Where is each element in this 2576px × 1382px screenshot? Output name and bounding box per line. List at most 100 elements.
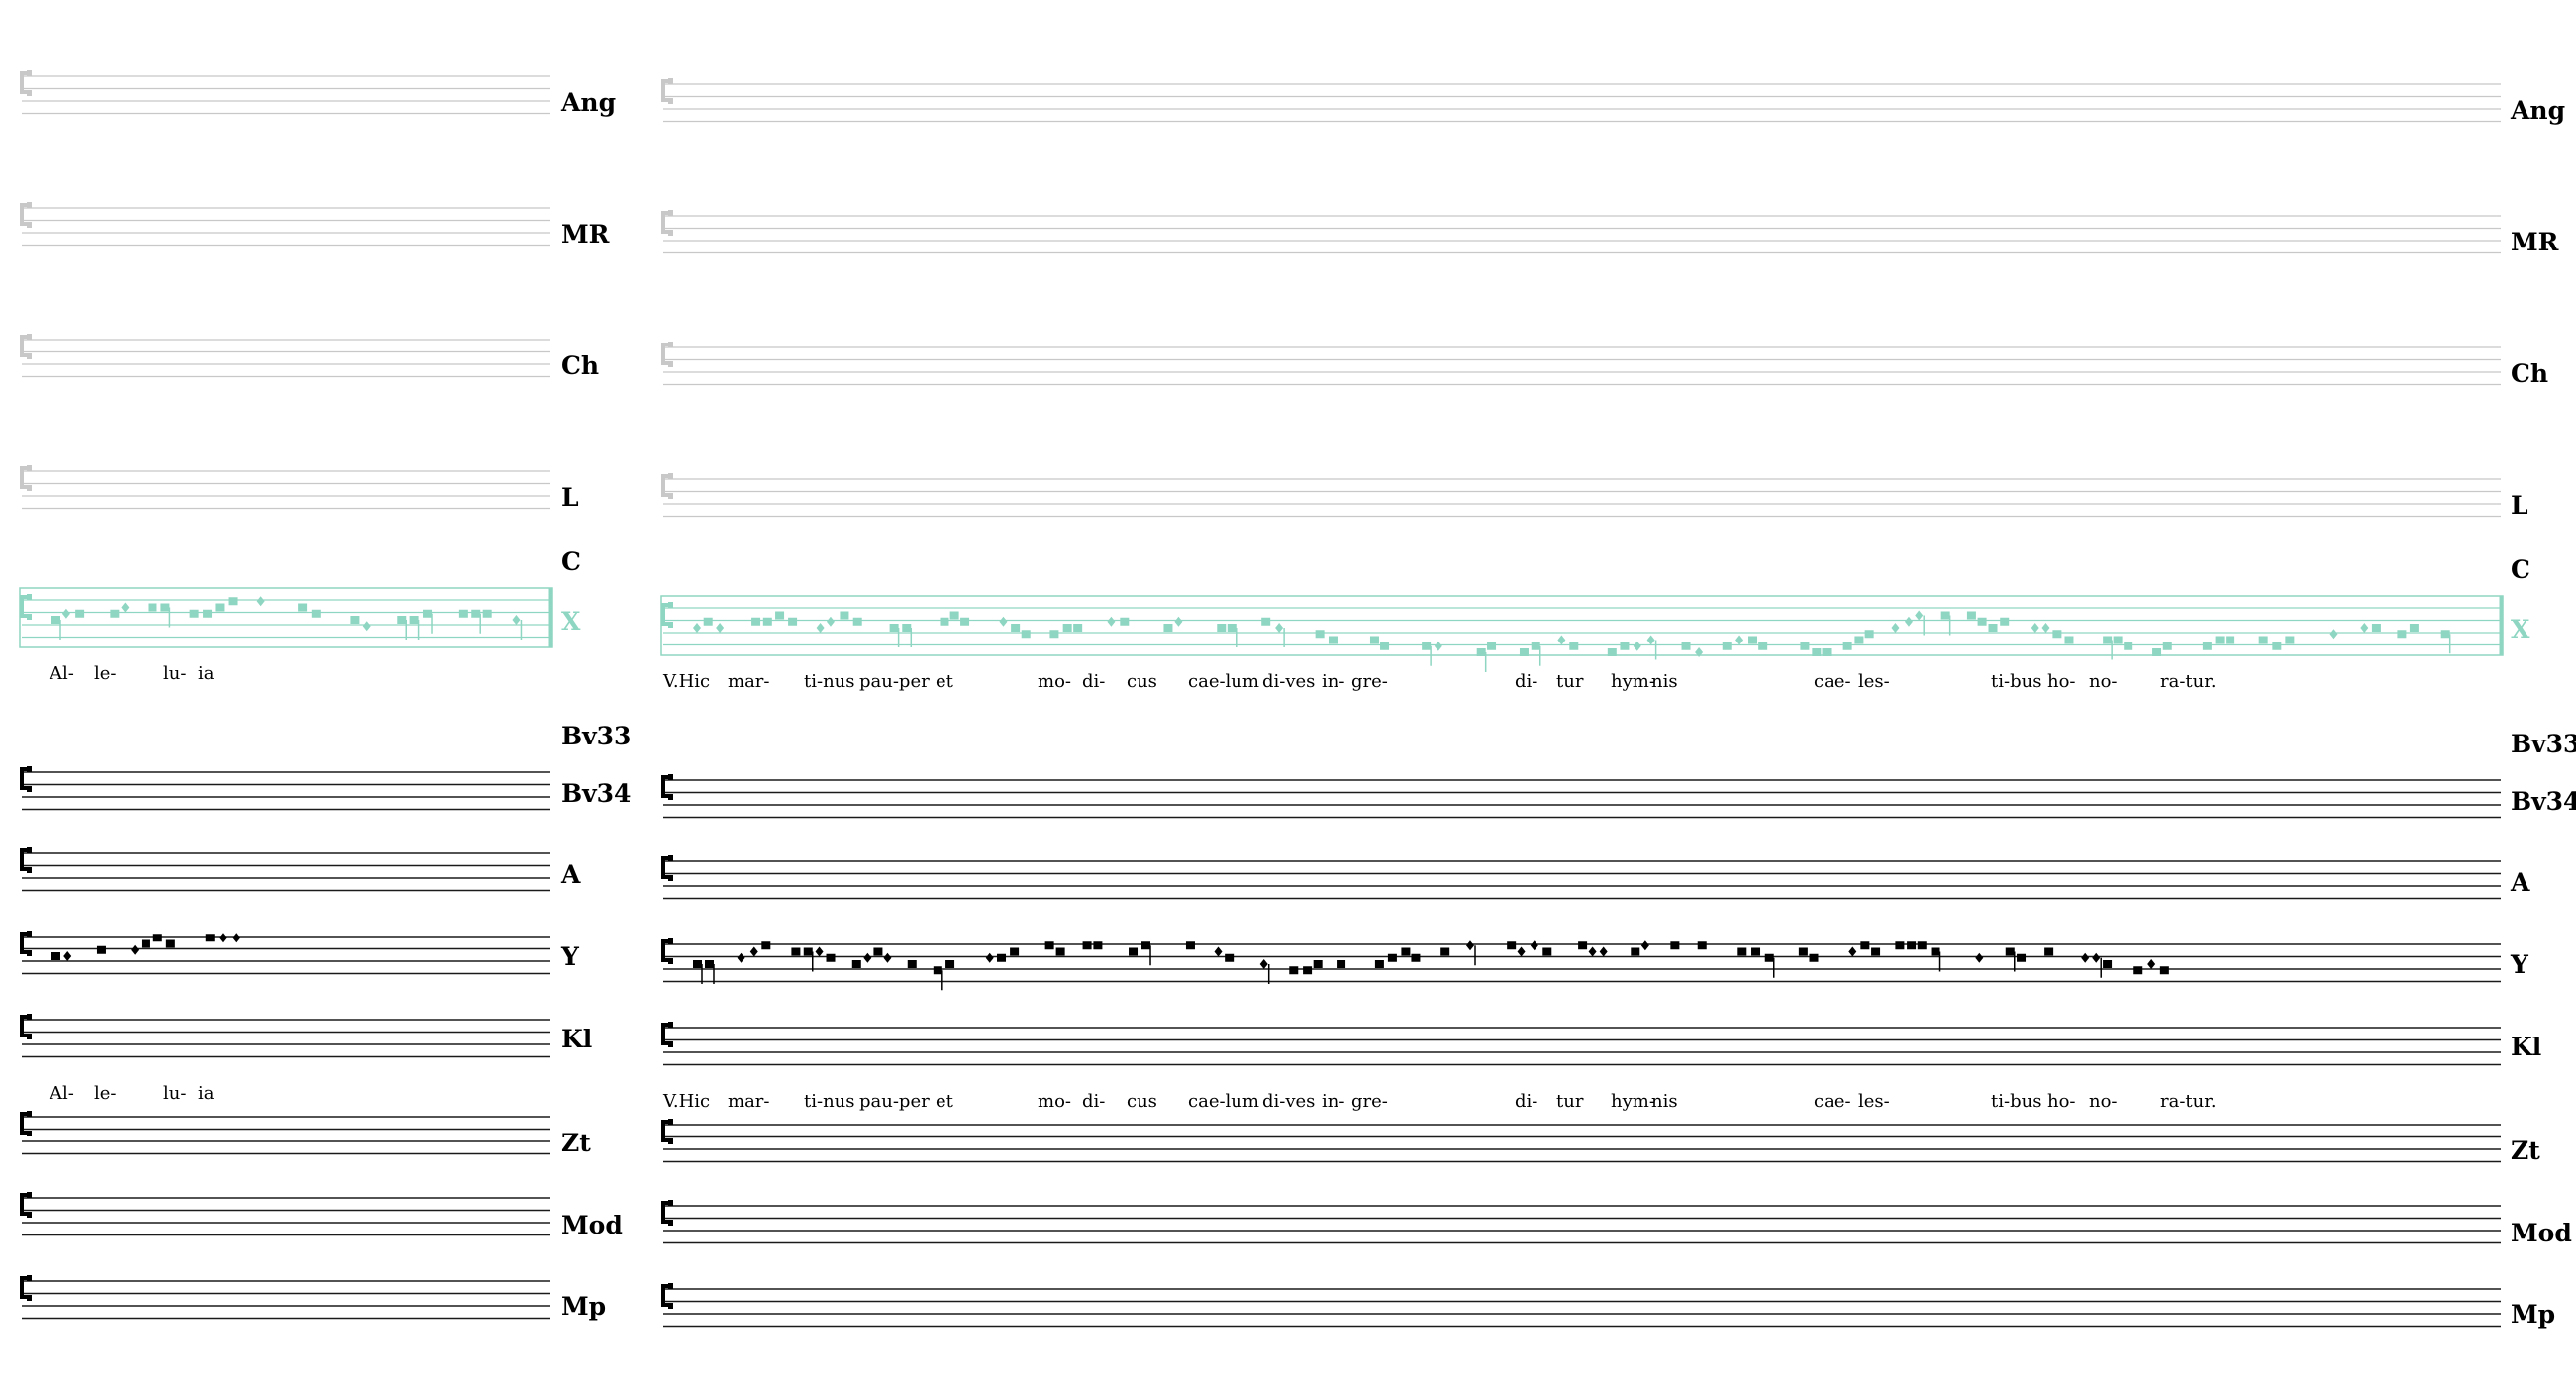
syllable-ref: di-ves [1262,671,1315,692]
syllable: mo- [1038,1091,1071,1112]
staff-black-0 [661,774,2501,819]
syllable-ref: di- [1082,671,1105,692]
syllable: et [936,1091,954,1112]
syllable: le- [94,1083,117,1104]
staff-Ang [20,70,550,115]
staff-black-3 [20,1014,550,1058]
staff-black-3 [661,1022,2501,1066]
staff-MR [661,210,2501,254]
syllable-ref: in- [1322,671,1344,692]
siglum-C: C [561,547,581,576]
siglum-Mod: Mod [2511,1219,2572,1247]
syllable-ref: ti-nus [804,671,855,692]
panel-alleluia [19,70,553,1320]
syllable: V.Hic [662,1091,710,1112]
siglum-Bv34: Bv34 [561,779,631,808]
staff-black-5 [661,1200,2501,1244]
staff-Ch [661,342,2501,386]
staff-L [661,473,2501,518]
syllable-ref: les- [1858,671,1890,692]
siglum-A: A [2510,868,2530,897]
syllable: hym- [1611,1091,1655,1112]
staff-black-2 [20,931,550,975]
syllable: mar- [728,1091,770,1112]
syllable-ref: tur [1556,671,1584,692]
siglum-L: L [2511,491,2528,520]
syllable-ref: mar- [728,671,770,692]
siglum-L: L [561,483,579,512]
staff-black-1 [20,847,550,892]
neumes-Y [51,933,241,961]
siglum-Ch: Ch [561,351,599,380]
syllable: in- [1322,1091,1344,1112]
syllable: ti-nus [804,1091,855,1112]
syllable: ia [198,1083,215,1104]
siglum-Ang: Ang [2510,96,2565,125]
staff-black-0 [20,766,550,811]
reference-staff-X [660,595,2504,672]
siglum-Zt: Zt [2511,1136,2540,1165]
siglum-MR: MR [2511,228,2559,256]
staff-black-6 [661,1283,2501,1328]
syllable: di-ves [1262,1091,1315,1112]
syllable-ref: lu- [163,663,186,684]
syllable-ref: cus [1127,671,1157,692]
siglum-Ang: Ang [560,88,616,117]
syllable-ref: no- [2089,671,2118,692]
syllable: cae-lum [1188,1091,1259,1112]
syllable: Al- [49,1083,74,1104]
syllable-ref: Al- [49,663,74,684]
syllable-ref: ho- [2047,671,2076,692]
siglum-C: C [2511,555,2530,584]
staff-Ch [20,334,550,378]
syllable: di- [1515,1091,1537,1112]
syllable: ho- [2047,1091,2076,1112]
staff-MR [20,202,550,247]
syllable-ref: di- [1515,671,1537,692]
syllable-ref: cae- [1814,671,1851,692]
siglum-X: X [2511,615,2530,643]
siglum-A: A [560,860,581,889]
syllable: cus [1127,1091,1157,1112]
siglum-Kl: Kl [2511,1033,2541,1061]
syllable-ref: nis [1651,671,1678,692]
staff-L [20,465,550,510]
staff-black-4 [20,1111,550,1155]
syllable-ref: V.Hic [662,671,710,692]
siglum-Bv34: Bv34 [2511,787,2576,816]
panel-verse [660,78,2504,1328]
siglum-Kl: Kl [561,1025,592,1053]
syllable-ref: le- [94,663,117,684]
siglum-Y: Y [560,942,580,971]
syllable: ra-tur. [2160,1091,2217,1112]
syllable: no- [2089,1091,2118,1112]
syllable-ref: ra-tur. [2160,671,2217,692]
syllable: pau-per [859,1091,930,1112]
staff-black-2 [661,938,2501,983]
syllable: cae- [1814,1091,1851,1112]
siglum-Zt: Zt [561,1129,591,1157]
syllable-ref: mo- [1038,671,1071,692]
siglum-Y: Y [2510,950,2529,979]
neumes-Y [693,940,2169,991]
siglum-MR: MR [561,220,610,248]
syllable: ti-bus [1991,1091,2041,1112]
staff-black-1 [661,855,2501,900]
syllable: gre- [1351,1091,1388,1112]
siglum-Mod: Mod [561,1211,623,1239]
syllable-ref: gre- [1351,671,1388,692]
staff-black-6 [20,1275,550,1320]
siglum-Mp: Mp [561,1292,606,1321]
syllable: les- [1858,1091,1890,1112]
syllable-ref: et [936,671,954,692]
siglum-Ch: Ch [2511,359,2548,388]
syllable-ref: hym- [1611,671,1655,692]
staff-black-5 [20,1192,550,1236]
reference-staff-X [19,587,553,648]
siglum-Bv33: Bv33 [561,722,631,750]
staff-Ang [661,78,2501,123]
syllable: nis [1651,1091,1678,1112]
syllable: lu- [163,1083,186,1104]
syllable-ref: ti-bus [1991,671,2041,692]
